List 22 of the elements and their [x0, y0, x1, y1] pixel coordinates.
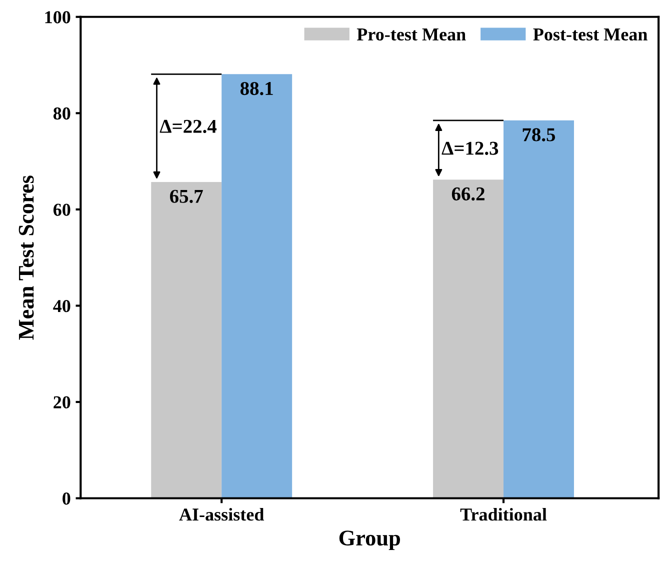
data-label: 78.5 [522, 128, 556, 142]
y-tick-label: 60 [53, 204, 70, 216]
bar [151, 182, 222, 498]
data-label: 65.7 [170, 190, 203, 203]
y-axis-title: Mean Test Scores [18, 176, 34, 340]
legend-label: Pro-test Mean [356, 28, 466, 41]
y-tick-label: 0 [62, 492, 70, 505]
y-tick-label: 100 [45, 11, 70, 24]
y-tick-label: 80 [53, 107, 70, 120]
x-tick-label: Traditional [460, 508, 547, 521]
annotation: Δ=22.4 [160, 120, 217, 134]
legend-label: Post-test Mean [533, 28, 648, 41]
bar [504, 120, 574, 498]
data-label: 88.1 [240, 82, 273, 96]
bar [222, 74, 292, 498]
annotation: Δ=12.3 [442, 142, 498, 155]
y-tick-label: 40 [53, 300, 70, 312]
data-label: 66.2 [452, 187, 484, 201]
x-axis-title: Group [339, 530, 400, 550]
bar [433, 180, 504, 498]
x-tick-label: AI-assisted [179, 508, 264, 521]
y-tick-label: 20 [54, 396, 70, 408]
